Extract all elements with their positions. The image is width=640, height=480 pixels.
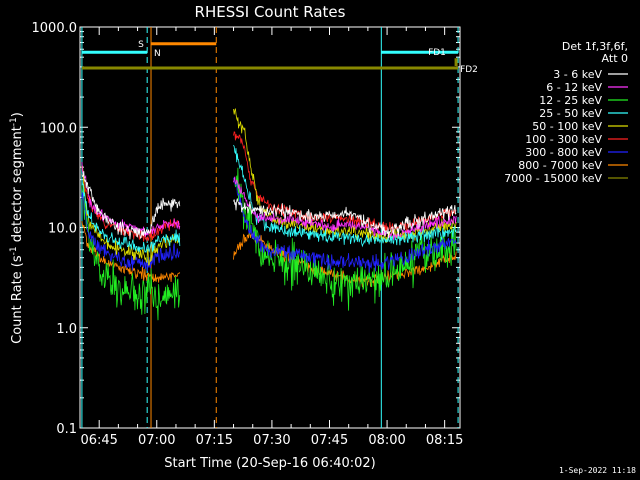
footer-timestamp: 1-Sep-2022 11:18 <box>558 466 636 475</box>
x-axis-label: Start Time (20-Sep-16 06:40:02) <box>164 456 375 471</box>
y-tick-label: 10.0 <box>48 222 77 237</box>
legend-entry-label: 12 - 25 keV <box>539 94 602 107</box>
legend-entry-label: 3 - 6 keV <box>553 68 602 81</box>
series-line-2 <box>81 185 181 321</box>
legend-entry-label: 50 - 100 keV <box>532 120 602 133</box>
series-line-3 <box>81 178 181 253</box>
series-line-1 <box>81 161 181 237</box>
flag-label: FD1 <box>428 48 446 58</box>
legend-entry-label: 800 - 7000 keV <box>518 159 602 172</box>
y-tick-label: 100.0 <box>40 121 77 136</box>
x-tick-label: 07:30 <box>253 433 290 448</box>
series-line-6 <box>233 177 457 273</box>
chart-title: RHESSI Count Rates <box>195 3 346 21</box>
legend-header: Det 1f,3f,6f, <box>562 40 628 53</box>
flag-label: N <box>154 49 161 59</box>
series-line-0 <box>233 198 457 239</box>
legend-entry-label: 300 - 800 keV <box>525 146 602 159</box>
x-tick-label: 06:45 <box>80 433 117 448</box>
legend-entry-label: 25 - 50 keV <box>539 107 602 120</box>
legend-header: Att 0 <box>602 52 628 65</box>
x-tick-label: 08:00 <box>368 433 405 448</box>
x-tick-label: 07:00 <box>138 433 175 448</box>
legend-entry-label: 7000 - 15000 keV <box>504 172 602 185</box>
series-line-3 <box>233 144 457 248</box>
legend-entry-label: 6 - 12 keV <box>546 81 602 94</box>
flag-label: S <box>138 40 144 50</box>
y-tick-label: 1000.0 <box>32 21 78 36</box>
series-line-7 <box>233 230 457 288</box>
legend-entry-label: 100 - 300 keV <box>525 133 602 146</box>
series-line-6 <box>81 192 181 272</box>
x-tick-label: 07:45 <box>311 433 348 448</box>
y-tick-label: 0.1 <box>56 422 77 437</box>
y-axis-label: Count Rate (s-1 detector segment-1) <box>9 112 25 344</box>
flag-label: FD2 <box>460 65 478 75</box>
x-tick-label: 07:15 <box>196 433 233 448</box>
series-line-1 <box>233 176 457 240</box>
x-tick-label: 08:15 <box>426 433 463 448</box>
series-line-0 <box>81 171 181 240</box>
series-line-4 <box>233 108 457 244</box>
y-tick-label: 1.0 <box>56 322 77 337</box>
series-line-4 <box>81 165 181 266</box>
